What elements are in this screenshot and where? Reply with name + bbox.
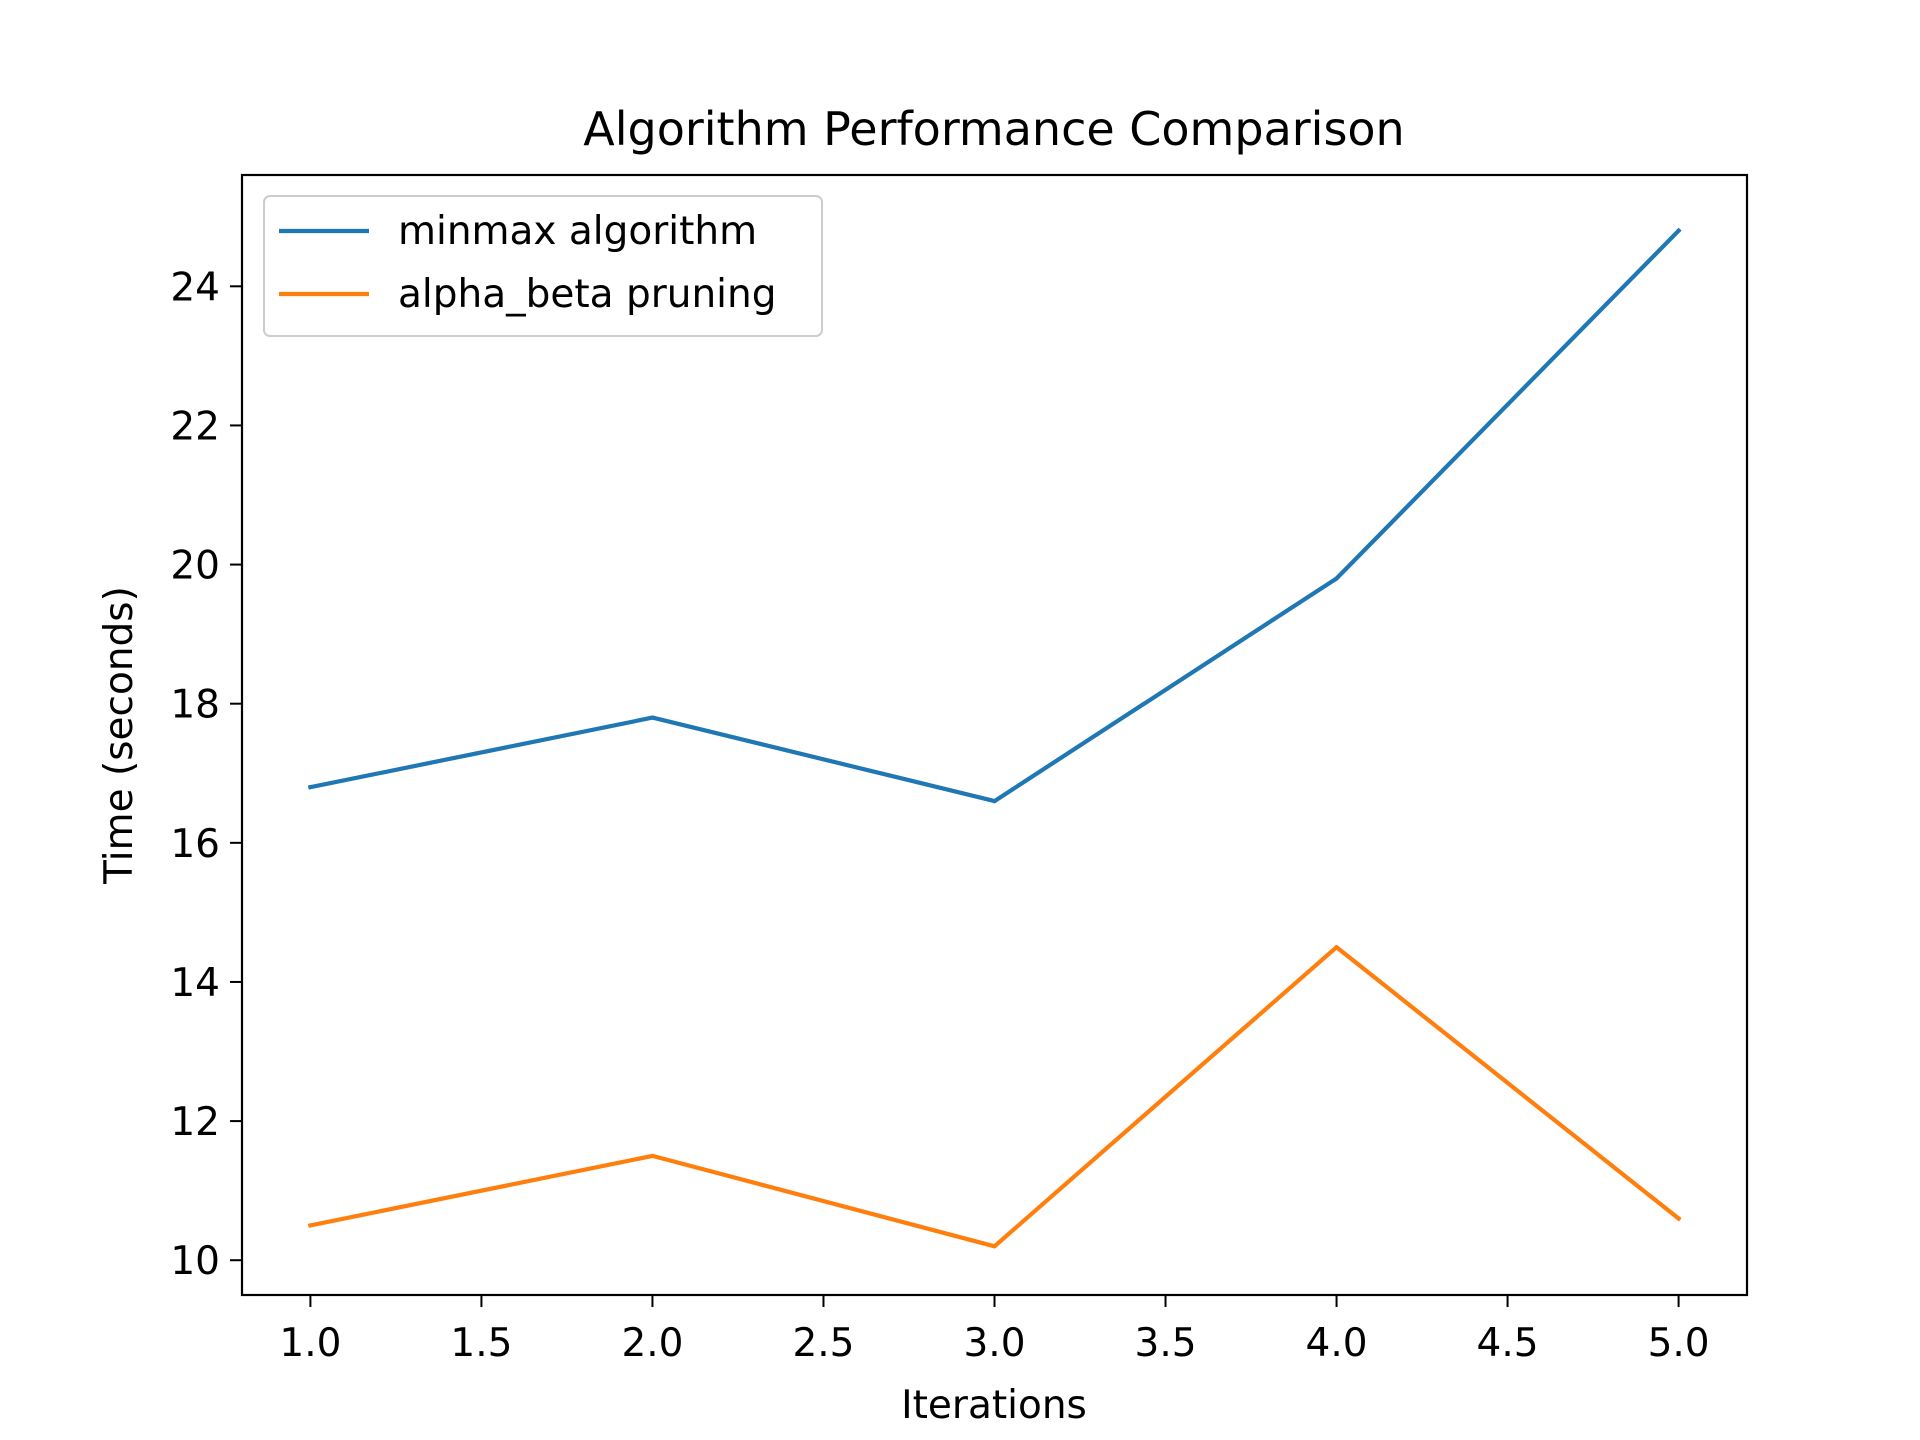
y-axis-label: Time (seconds) (97, 586, 142, 885)
x-tick-label: 3.0 (963, 1321, 1025, 1366)
data-point (1334, 945, 1339, 950)
x-tick-label: 4.0 (1306, 1321, 1368, 1366)
y-tick-label: 16 (170, 822, 220, 867)
data-point (308, 785, 313, 790)
x-axis: 1.0 1.5 2.0 2.5 3.0 3.5 4.0 4.5 5.0 (279, 1295, 1710, 1366)
plot-frame (240, 173, 1749, 1297)
data-point (1676, 228, 1681, 233)
y-axis: 10 12 14 16 18 20 22 24 (170, 265, 242, 1284)
x-tick-label: 2.5 (792, 1321, 854, 1366)
x-axis-label: Iterations (901, 1383, 1087, 1428)
data-point (992, 1244, 997, 1249)
x-tick-label: 1.0 (279, 1321, 341, 1366)
legend: minmax algorithm alpha_beta pruning (263, 195, 823, 337)
y-tick-label: 18 (170, 683, 220, 728)
chart-title: Algorithm Performance Comparison (583, 102, 1404, 156)
x-tick-label: 5.0 (1648, 1321, 1710, 1366)
data-point (650, 715, 655, 720)
x-tick-label: 3.5 (1135, 1321, 1197, 1366)
legend-label-alpha-beta: alpha_beta pruning (398, 272, 776, 317)
data-point (1676, 1216, 1681, 1221)
plot-series (307, 227, 1682, 1249)
data-point (1334, 576, 1339, 581)
y-tick-label: 20 (170, 544, 220, 589)
y-tick-label: 22 (170, 404, 220, 449)
data-point (308, 1223, 313, 1228)
y-tick-label: 14 (170, 961, 220, 1006)
legend-box (263, 195, 823, 337)
y-tick-label: 10 (170, 1239, 220, 1284)
x-tick-label: 2.0 (621, 1321, 683, 1366)
y-tick-label: 24 (170, 265, 220, 310)
y-tick-label: 12 (170, 1100, 220, 1145)
x-tick-label: 1.5 (450, 1321, 512, 1366)
x-tick-label: 4.5 (1477, 1321, 1539, 1366)
legend-label-minmax: minmax algorithm (398, 209, 757, 254)
data-point (650, 1153, 655, 1158)
data-point (992, 798, 997, 804)
